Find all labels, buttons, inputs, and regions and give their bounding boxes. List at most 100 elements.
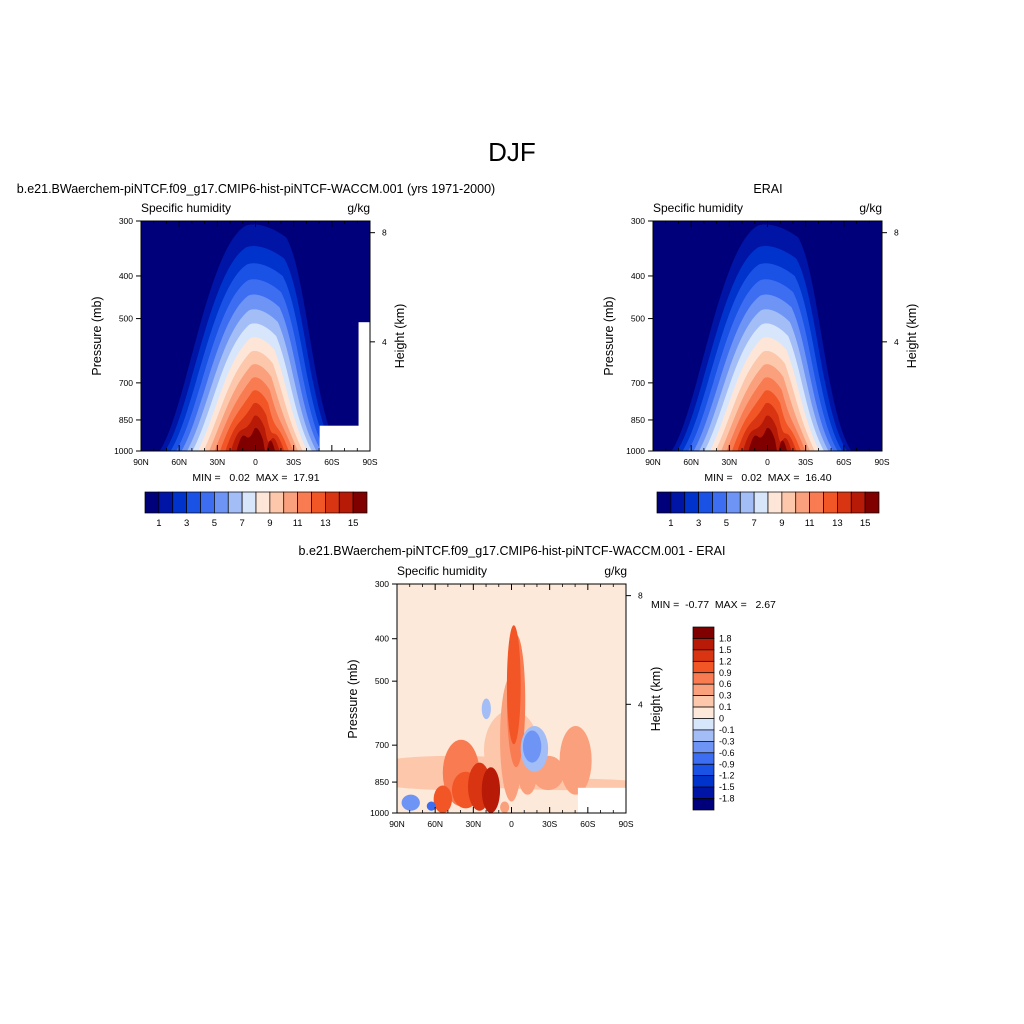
colorbar-label: 0.9 <box>719 668 732 678</box>
colorbar: 1.8 1.51.2 0.90.6 0.30.1 0-0.1-0.3 -0.6-0.9 -1… <box>692 626 735 811</box>
colorbar-label: 5 <box>724 518 729 529</box>
colorbar-box <box>684 491 699 514</box>
height-tick-label: 8 <box>638 591 643 601</box>
missing-data <box>358 322 370 451</box>
colorbar-label: -0.1 <box>719 725 735 735</box>
colorbar-label: 3 <box>184 518 189 529</box>
colorbar-label: -1.2 <box>719 771 735 781</box>
x-tick-label: 30N <box>466 819 482 829</box>
colorbar-box <box>809 491 824 514</box>
colorbar-box <box>726 491 741 514</box>
colorbar-box <box>692 763 715 777</box>
colorbar-box <box>186 491 201 514</box>
y-tick-label: 850 <box>119 415 133 425</box>
right-label: g/kg <box>604 564 627 578</box>
y-tick-label: 1000 <box>626 446 645 456</box>
colorbar-label: 0.1 <box>719 702 732 712</box>
colorbar-label: 0.3 <box>719 691 732 701</box>
panel-title: b.e21.BWaerchem-piNTCF.f09_g17.CMIP6-his… <box>299 544 726 558</box>
contour-blob-20 <box>426 801 436 811</box>
colorbar-box <box>692 741 715 754</box>
colorbar-box <box>781 491 797 514</box>
colorbar-label: 1.5 <box>719 645 732 655</box>
colorbar-label: 3 <box>696 518 701 529</box>
x-tick-label: 60N <box>683 457 699 467</box>
min-max-stats: MIN = 0.02 MAX = 17.91 <box>192 472 319 484</box>
y-axis-label: Pressure (mb) <box>602 296 616 375</box>
contour-blob-18 <box>481 698 491 720</box>
right-label: g/kg <box>347 201 370 215</box>
y-tick-label: 1000 <box>370 808 389 818</box>
colorbar-label: 11 <box>805 518 815 529</box>
colorbar-box <box>656 491 672 514</box>
height-tick-label: 4 <box>382 337 387 347</box>
y-tick-label: 400 <box>119 271 133 281</box>
colorbar-box <box>352 491 368 514</box>
colorbar-label: 7 <box>239 518 244 529</box>
x-tick-label: 60S <box>580 819 595 829</box>
colorbar-label: -0.9 <box>719 759 735 769</box>
y-tick-label: 1000 <box>114 446 133 456</box>
x-tick-label: 90N <box>389 819 405 829</box>
height-axis-label: Height (km) <box>649 667 663 732</box>
colorbar-label: 1.8 <box>719 633 732 643</box>
colorbar-box <box>670 491 686 514</box>
y-tick-label: 500 <box>631 314 645 324</box>
x-tick-label: 60N <box>171 457 187 467</box>
y-tick-label: 850 <box>631 415 645 425</box>
y-tick-label: 500 <box>375 676 389 686</box>
colorbar-box <box>692 706 715 719</box>
left-label: Specific humidity <box>653 201 743 215</box>
contour-blob-17 <box>522 730 542 763</box>
colorbar-box <box>692 752 715 765</box>
colorbar-box <box>795 491 810 514</box>
colorbar-box <box>283 491 298 514</box>
height-tick-label: 4 <box>638 699 643 709</box>
contour-band-15 <box>748 427 788 451</box>
contour-blob-12 <box>559 725 592 795</box>
y-tick-label: 700 <box>375 740 389 750</box>
x-tick-label: 30S <box>286 457 301 467</box>
colorbar-box <box>837 491 852 514</box>
colorbar-box <box>692 672 715 685</box>
colorbar-box <box>214 491 229 514</box>
colorbar-label: -0.6 <box>719 748 735 758</box>
x-tick-label: 90N <box>645 457 661 467</box>
contour-band-15 <box>236 427 276 451</box>
y-tick-label: 700 <box>631 378 645 388</box>
colorbar-box <box>227 491 243 514</box>
contour-blob-11 <box>433 785 452 813</box>
x-tick-label: 60S <box>836 457 851 467</box>
field-layer <box>141 221 370 451</box>
colorbar-label: 13 <box>832 518 843 529</box>
colorbar-box <box>692 638 715 651</box>
contour-blob-21 <box>500 801 510 813</box>
contour-blob-13 <box>561 767 576 779</box>
colorbar-label: 9 <box>779 518 784 529</box>
colorbar-box <box>338 491 354 514</box>
height-axis-label: Height (km) <box>393 304 407 369</box>
colorbar-label: 0.6 <box>719 679 732 689</box>
y-tick-label: 850 <box>375 777 389 787</box>
colorbar-box <box>692 695 715 708</box>
colorbar-box <box>739 491 755 514</box>
panel-model: b.e21.BWaerchem-piNTCF.f09_g17.CMIP6-his… <box>17 182 495 529</box>
colorbar-box <box>144 491 160 514</box>
colorbar-box <box>269 491 285 514</box>
colorbar-box <box>698 491 713 514</box>
panel-title: ERAI <box>753 182 782 196</box>
height-tick-label: 8 <box>382 228 387 238</box>
x-tick-label: 60S <box>324 457 339 467</box>
field-layer <box>397 584 626 813</box>
colorbar-box <box>325 491 340 514</box>
colorbar-label: -0.3 <box>719 736 735 746</box>
colorbar-box <box>767 491 783 514</box>
axes-layer: 90N 60N 30N 0 30S 60S 90S 300 400 500 700 850 1000 8 4 <box>114 216 387 467</box>
colorbar-box <box>753 491 769 514</box>
colorbar-label: 5 <box>212 518 217 529</box>
colorbar-box <box>692 775 715 788</box>
colorbar-label: 15 <box>860 518 871 529</box>
colorbar-box <box>712 491 727 514</box>
colorbar-box <box>172 491 187 514</box>
x-tick-label: 30S <box>798 457 813 467</box>
